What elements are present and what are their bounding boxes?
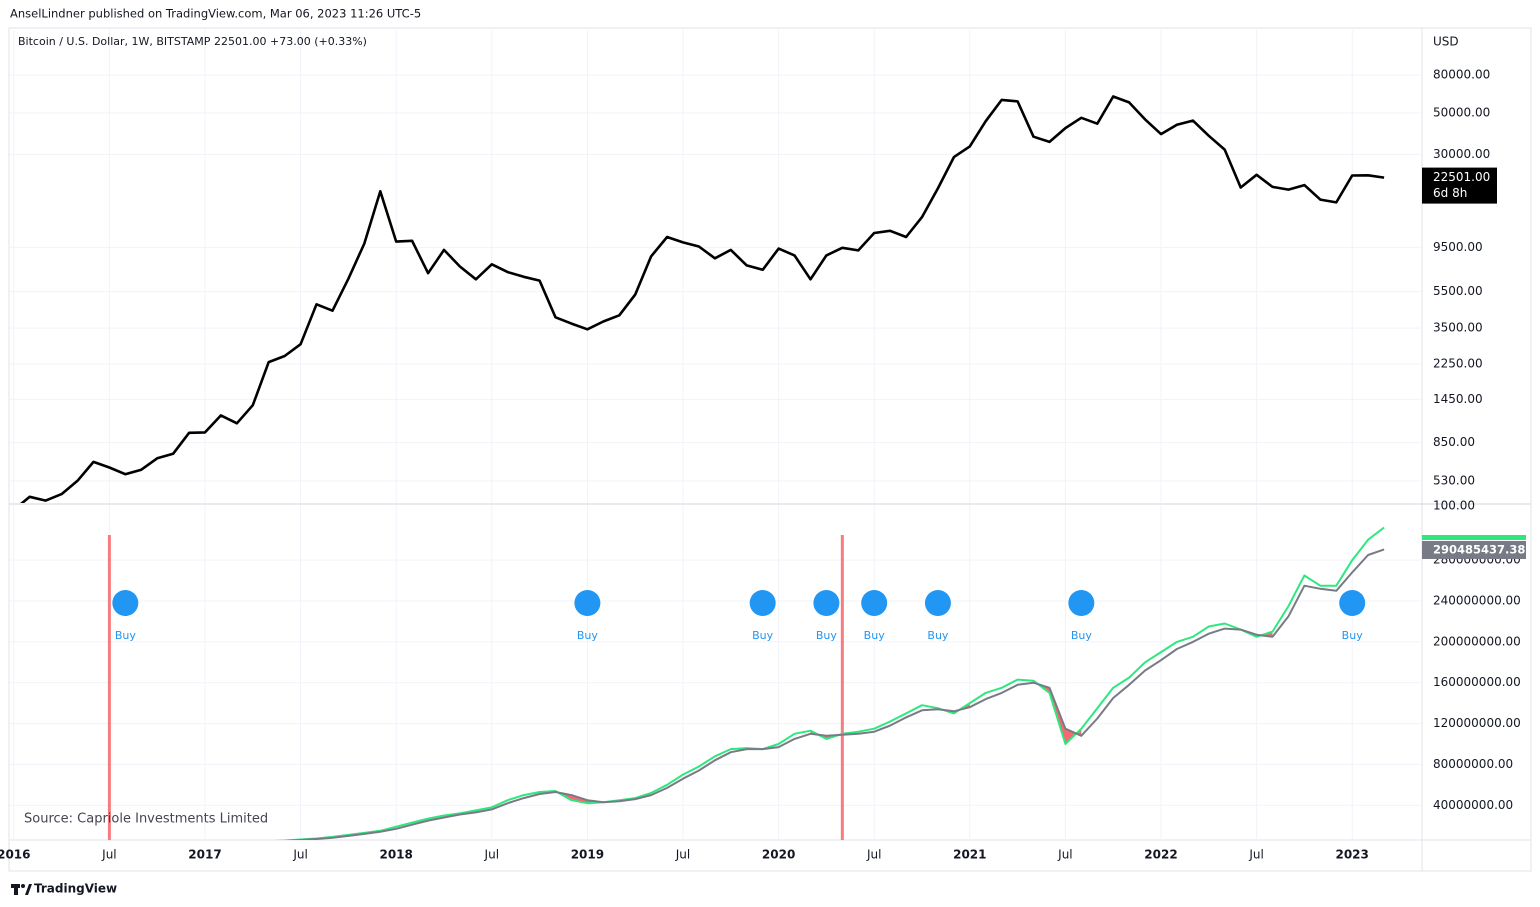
buy-signal	[924, 590, 951, 616]
change: +73.00 (+0.33%)	[270, 35, 367, 48]
plot	[20, 95, 1385, 503]
buy-signal	[574, 590, 601, 616]
y-tick-label: 40000000.00	[1433, 798, 1513, 812]
plot	[273, 526, 1385, 840]
countdown: 6d 8h	[1433, 186, 1467, 200]
buy-label: Buy	[752, 629, 774, 642]
buy-label: Buy	[816, 629, 838, 642]
y-tick-label: 5500.00	[1433, 284, 1483, 298]
buy-label: Buy	[1342, 629, 1364, 642]
x-tick-label: 2023	[1335, 848, 1368, 862]
series-line	[284, 548, 1385, 840]
y-tick-label: 3500.00	[1433, 321, 1483, 335]
price-label: 22501.00	[1433, 170, 1490, 184]
y-tick-label: 160000000.00	[1433, 675, 1521, 689]
y-tick-label: 530.00	[1433, 473, 1475, 487]
last-price: 22501.00	[214, 35, 267, 48]
y-tick-label: 9500.00	[1433, 240, 1483, 254]
buy-label: Buy	[1071, 629, 1093, 642]
x-tick-label: Jul	[292, 848, 307, 862]
y-tick-label: 30000.00	[1433, 147, 1490, 161]
y-tick-label: 850.00	[1433, 435, 1475, 449]
x-tick-label: 2020	[762, 848, 795, 862]
currency: USD	[1433, 35, 1459, 49]
buy-label: Buy	[577, 629, 599, 642]
series-line	[20, 95, 1385, 503]
x-tick-label: 2016	[0, 848, 31, 862]
x-tick-label: Jul	[1057, 848, 1072, 862]
buy-label: Buy	[115, 629, 137, 642]
x-tick-label: 2019	[571, 848, 604, 862]
series-top-flag	[1422, 535, 1526, 540]
source: Source: Capriole Investments Limited	[24, 812, 268, 827]
buy-signal	[112, 590, 139, 616]
y-tick-label: 240000000.00	[1433, 594, 1521, 608]
y-tick-label: 120000000.00	[1433, 716, 1521, 730]
price-label-box	[1422, 167, 1497, 204]
y-tick-label: 2250.00	[1433, 356, 1483, 370]
x-tick-label: 2017	[188, 848, 221, 862]
y-tick-label: 80000.00	[1433, 67, 1490, 81]
buy-signal	[1339, 590, 1366, 616]
frame	[8, 27, 1532, 872]
brand-logo	[11, 884, 32, 895]
scale-label: 100.00	[1433, 499, 1475, 513]
value-label-box	[1422, 541, 1526, 559]
y-tick-label: 80000000.00	[1433, 757, 1513, 771]
x-tick-label: 2021	[953, 848, 986, 862]
marks	[20, 95, 1385, 840]
x-tick-label: Jul	[675, 848, 690, 862]
buy-label: Buy	[864, 629, 886, 642]
series-line	[273, 526, 1385, 840]
y-tick-label: 1450.00	[1433, 392, 1483, 406]
x-tick-label: 2018	[379, 848, 412, 862]
buy-signal	[813, 590, 840, 616]
x-tick-label: Jul	[1248, 848, 1263, 862]
x-tick-label: Jul	[101, 848, 116, 862]
buy-signal	[749, 590, 776, 616]
x-tick-label: 2022	[1144, 848, 1177, 862]
buy-label: Buy	[927, 629, 949, 642]
x-tick-label: Jul	[484, 848, 499, 862]
y-tick-label: 50000.00	[1433, 106, 1490, 120]
buy-signal	[1068, 590, 1095, 616]
buy-signal	[861, 590, 888, 616]
publisher: AnselLindner published on TradingView.co…	[10, 7, 421, 21]
y-tick-label: 200000000.00	[1433, 634, 1521, 648]
x-tick-label: Jul	[866, 848, 881, 862]
brand: TradingView	[34, 882, 117, 896]
value-label: 290485437.38	[1433, 543, 1525, 557]
symbol: Bitcoin / U.S. Dollar, 1W, BITSTAMP	[18, 35, 211, 48]
grid	[10, 30, 1422, 840]
